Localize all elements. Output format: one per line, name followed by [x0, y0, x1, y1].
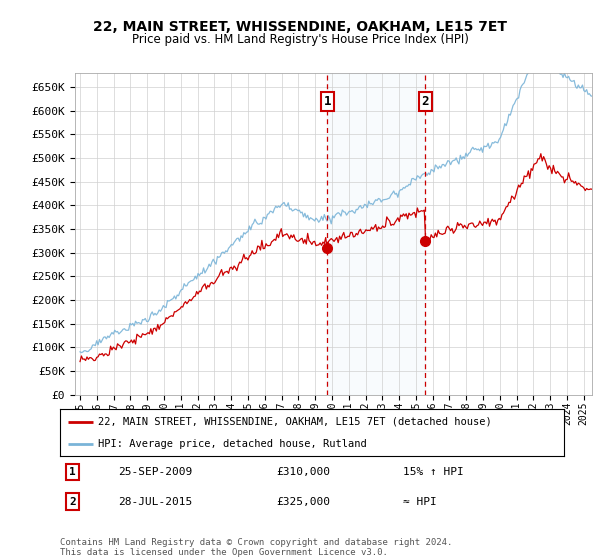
- Text: HPI: Average price, detached house, Rutland: HPI: Average price, detached house, Rutl…: [98, 438, 367, 449]
- Text: 15% ↑ HPI: 15% ↑ HPI: [403, 467, 463, 477]
- Text: 25-SEP-2009: 25-SEP-2009: [118, 467, 192, 477]
- Text: 1: 1: [323, 95, 331, 108]
- Text: 22, MAIN STREET, WHISSENDINE, OAKHAM, LE15 7ET (detached house): 22, MAIN STREET, WHISSENDINE, OAKHAM, LE…: [98, 417, 491, 427]
- Bar: [328, 73, 425, 395]
- Text: ≈ HPI: ≈ HPI: [403, 497, 436, 507]
- Text: £310,000: £310,000: [277, 467, 331, 477]
- Text: Price paid vs. HM Land Registry's House Price Index (HPI): Price paid vs. HM Land Registry's House …: [131, 32, 469, 46]
- Text: 2: 2: [69, 497, 76, 507]
- Text: 22, MAIN STREET, WHISSENDINE, OAKHAM, LE15 7ET: 22, MAIN STREET, WHISSENDINE, OAKHAM, LE…: [93, 20, 507, 34]
- Text: 2: 2: [422, 95, 429, 108]
- Text: 28-JUL-2015: 28-JUL-2015: [118, 497, 192, 507]
- Text: 1: 1: [69, 467, 76, 477]
- Text: £325,000: £325,000: [277, 497, 331, 507]
- Text: Contains HM Land Registry data © Crown copyright and database right 2024.
This d: Contains HM Land Registry data © Crown c…: [60, 538, 452, 557]
